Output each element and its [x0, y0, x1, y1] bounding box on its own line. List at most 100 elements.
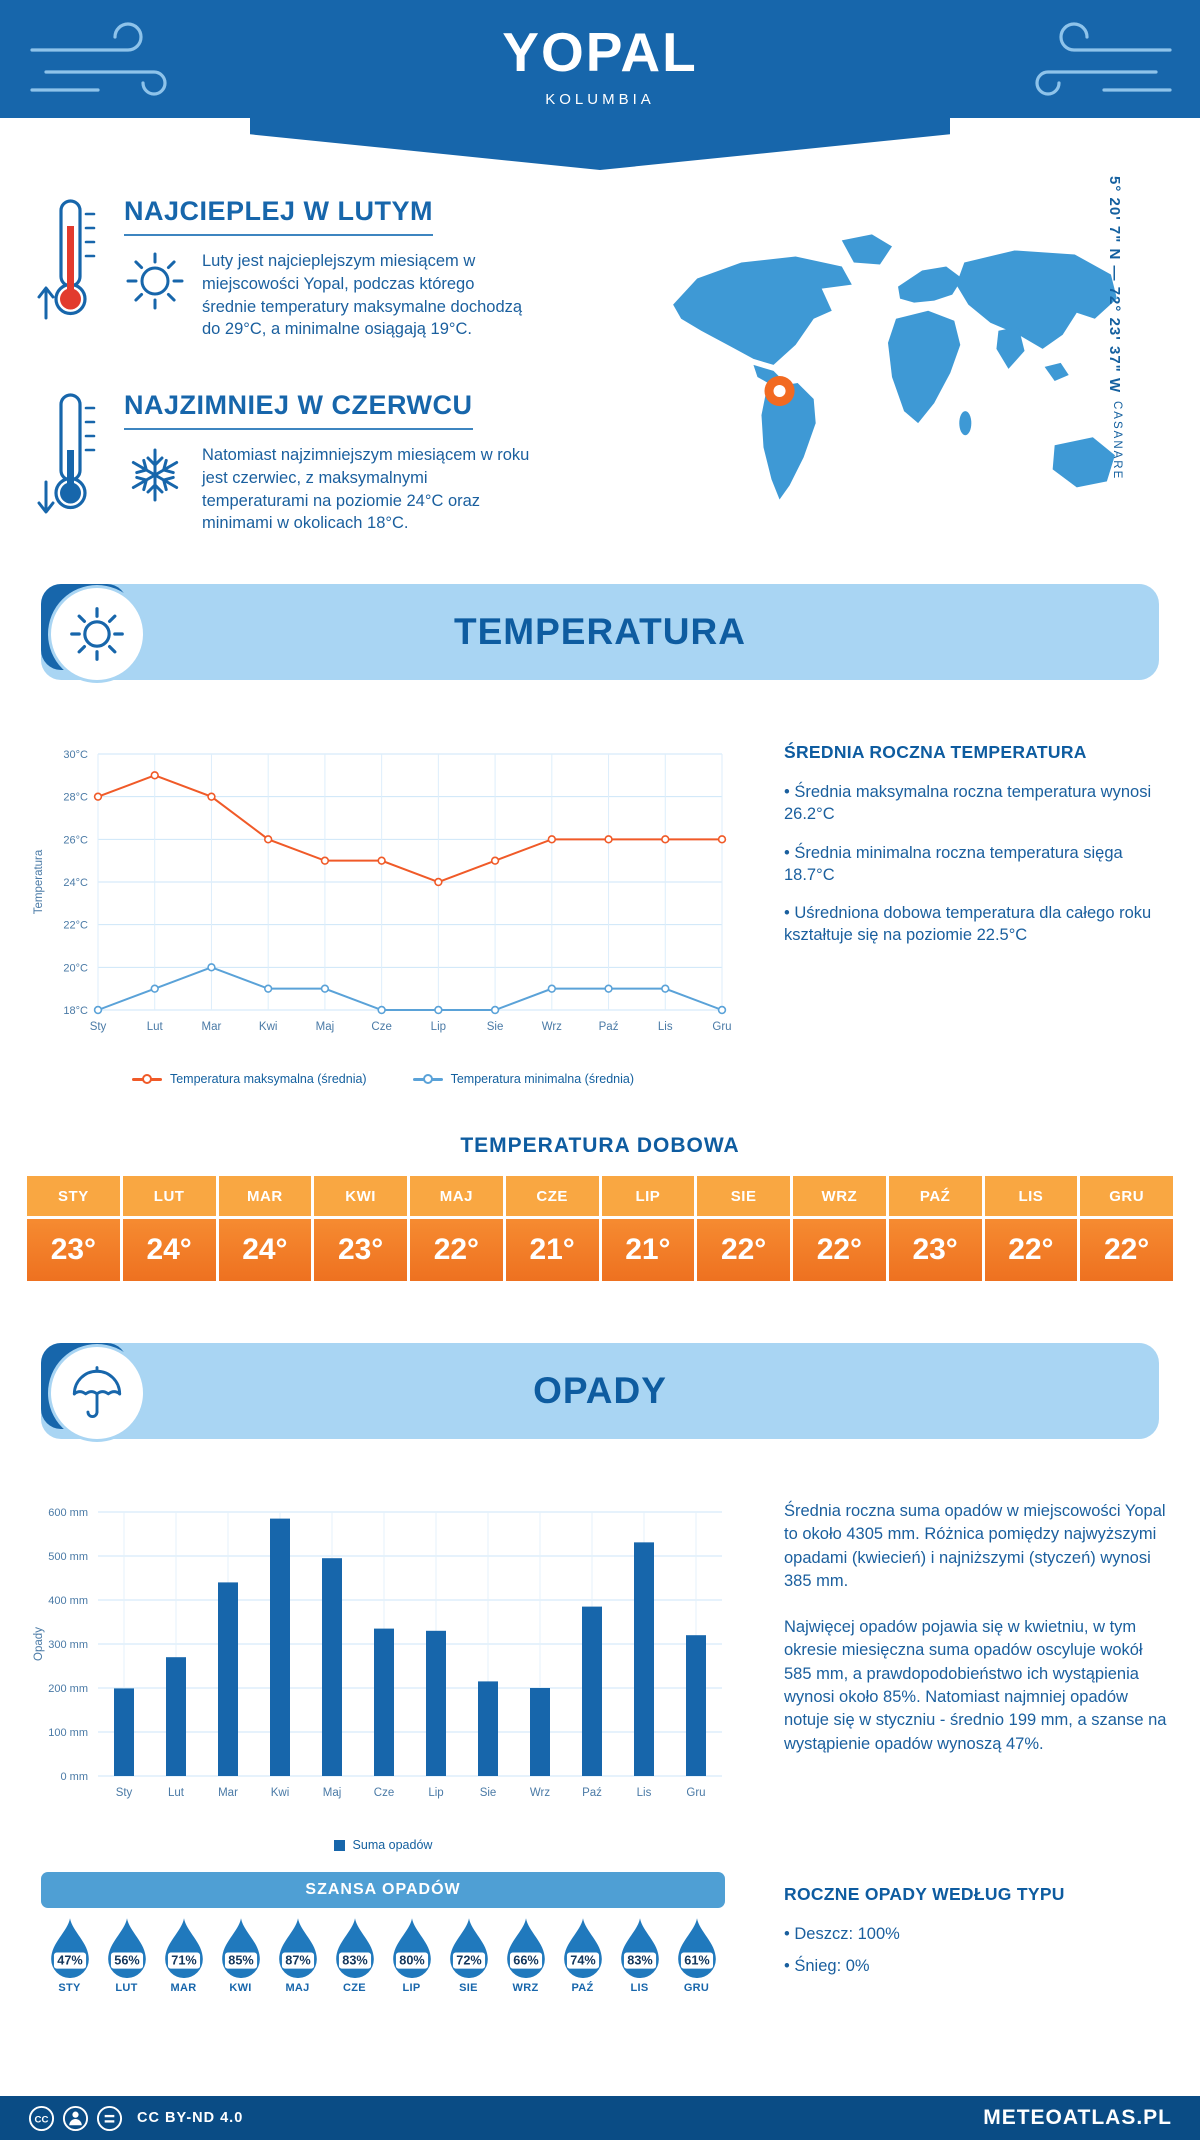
rain-chance-item: 83% LIS	[611, 1916, 668, 1994]
precipitation-type-snow: Śnieg: 0%	[784, 1955, 1168, 1977]
svg-text:200 mm: 200 mm	[48, 1683, 88, 1695]
precipitation-section-band: OPADY	[41, 1343, 1159, 1439]
svg-text:20°C: 20°C	[63, 962, 88, 974]
temperature-line-chart: 18°C 20°C 22°C 24°C 26°C 28°C 30°C Sty Lut Mar Kwi…	[33, 749, 732, 1033]
svg-text:Paź: Paź	[599, 1021, 619, 1033]
sun-icon	[126, 252, 184, 310]
daily-value-cell: 23°	[27, 1219, 120, 1281]
svg-text:CC: CC	[35, 2114, 49, 2125]
daily-month-cell: LUT	[122, 1176, 216, 1216]
precipitation-icon-circle	[51, 1347, 143, 1439]
svg-text:400 mm: 400 mm	[48, 1595, 88, 1607]
svg-text:61%: 61%	[684, 1953, 709, 1968]
rain-chance-month: LUT	[115, 1982, 138, 1994]
svg-text:100 mm: 100 mm	[48, 1727, 88, 1739]
raindrop-icon: 47%	[50, 1918, 89, 1978]
svg-text:Sie: Sie	[480, 1787, 497, 1799]
svg-text:28°C: 28°C	[63, 792, 88, 804]
svg-text:Kwi: Kwi	[271, 1787, 290, 1799]
daily-value-cell: 22°	[793, 1219, 886, 1281]
coldest-text: Natomiast najzimniejszym miesiącem w rok…	[202, 446, 530, 533]
raindrop-icon: 87%	[278, 1918, 317, 1978]
svg-text:Opady: Opady	[33, 1627, 45, 1661]
daily-month-cell: LIS	[984, 1176, 1078, 1216]
svg-text:22°C: 22°C	[63, 920, 88, 932]
svg-text:24°C: 24°C	[63, 877, 88, 889]
wind-icon	[30, 22, 167, 96]
page-title: YOPAL	[502, 21, 698, 83]
rain-chance-month: SIE	[459, 1982, 478, 1994]
cc-icon: CC	[28, 2105, 55, 2131]
daily-value-cell: 22°	[1080, 1219, 1173, 1281]
svg-text:Lut: Lut	[168, 1787, 185, 1799]
annual-temp-bullet: Średnia minimalna roczna temperatura się…	[784, 842, 1168, 887]
svg-text:Gru: Gru	[686, 1787, 705, 1799]
coldest-title: NAJZIMNIEJ W CZERWCU	[124, 390, 473, 430]
daily-value-cell: 21°	[601, 1219, 695, 1281]
daily-month-cell: MAJ	[410, 1176, 503, 1216]
temperature-section-title: TEMPERATURA	[454, 611, 746, 652]
raindrop-icon: 85%	[221, 1918, 260, 1978]
rain-chance-month: PAŹ	[571, 1982, 594, 1994]
precipitation-text-panel: Średnia roczna suma opadów w miejscowośc…	[784, 1500, 1168, 1778]
header-banner: YOPAL KOLUMBIA	[250, 0, 950, 170]
daily-month-cell: PAŹ	[888, 1176, 982, 1216]
rain-chance-item: 72% SIE	[440, 1916, 497, 1994]
precipitation-bar-chart: 0 mm 100 mm 200 mm 300 mm 400 mm 500 mm 600 mm…	[33, 1507, 722, 1799]
legend-label-sum: Suma opadów	[352, 1838, 433, 1852]
page-subtitle: KOLUMBIA	[545, 90, 655, 108]
rain-chance-item: 87% MAJ	[269, 1916, 326, 1994]
rain-chance-header: SZANSA OPADÓW	[41, 1872, 725, 1908]
svg-text:30°C: 30°C	[63, 749, 88, 761]
svg-text:Sty: Sty	[116, 1787, 133, 1799]
rain-chance-item: 80% LIP	[383, 1916, 440, 1994]
daily-value-cell: 23°	[888, 1219, 982, 1281]
warmest-title: NAJCIEPLEJ W LUTYM	[124, 196, 434, 236]
svg-text:Lis: Lis	[658, 1021, 673, 1033]
daily-month-cell: KWI	[314, 1176, 407, 1216]
svg-text:500 mm: 500 mm	[48, 1551, 88, 1563]
rain-chance-month: CZE	[343, 1982, 366, 1994]
coordinates-text: 5° 20' 7" N — 72° 23' 37" W	[1106, 176, 1123, 394]
license-label[interactable]: CC BY-ND 4.0	[137, 2110, 244, 2126]
legend-label-min: Temperatura minimalna (średnia)	[450, 1072, 634, 1086]
svg-text:26°C: 26°C	[63, 834, 88, 846]
region-text: CASANARE	[1111, 401, 1123, 481]
rain-chance-month: STY	[58, 1982, 81, 1994]
raindrop-icon: 83%	[620, 1918, 659, 1978]
attribution-person-icon	[62, 2105, 89, 2131]
rain-chance-month: MAJ	[285, 1982, 310, 1994]
svg-text:Paź: Paź	[582, 1787, 602, 1799]
svg-text:Wrz: Wrz	[542, 1021, 562, 1033]
daily-temperature-table: STY LUT MAR KWI MAJ CZE LIP SIE WRZ PAŹ LIS GRU 23° 2…	[27, 1176, 1173, 1281]
daily-value-cell: 22°	[697, 1219, 790, 1281]
thermometer-warm-icon	[37, 199, 96, 320]
raindrop-icon: 74%	[563, 1918, 602, 1978]
bar-swatch	[333, 1839, 345, 1851]
raindrop-icon: 56%	[107, 1918, 146, 1978]
svg-text:18°C: 18°C	[63, 1005, 88, 1017]
rain-chance-month: LIS	[630, 1982, 649, 1994]
daily-month-cell: MAR	[218, 1176, 312, 1216]
precipitation-chart-legend: Suma opadów	[28, 1838, 738, 1852]
daily-month-cell: LIP	[601, 1176, 695, 1216]
site-logo[interactable]: METEOATLAS.PL	[983, 2106, 1172, 2129]
sun-icon	[70, 607, 124, 661]
temperature-chart-legend: Temperatura maksymalna (średnia) Tempera…	[28, 1072, 738, 1086]
svg-text:87%: 87%	[285, 1953, 310, 1968]
svg-text:71%: 71%	[171, 1953, 196, 1968]
cc-license-icons[interactable]: CC	[28, 2105, 123, 2132]
svg-text:72%: 72%	[456, 1953, 481, 1968]
svg-text:85%: 85%	[228, 1953, 253, 1968]
daily-value-cell: 22°	[410, 1219, 503, 1281]
min-line-swatch	[412, 1077, 443, 1081]
precipitation-section-title: OPADY	[533, 1370, 667, 1411]
legend-item-max: Temperatura maksymalna (średnia)	[131, 1072, 367, 1086]
footer-bar: CC CC BY-ND 4.0 METEOATLAS.PL	[0, 2096, 1200, 2140]
svg-text:Sie: Sie	[487, 1021, 504, 1033]
svg-text:Maj: Maj	[323, 1787, 342, 1799]
svg-text:Wrz: Wrz	[530, 1787, 550, 1799]
svg-text:66%: 66%	[513, 1953, 538, 1968]
legend-item-sum: Suma opadów	[333, 1838, 433, 1852]
rain-chance-month: GRU	[683, 1982, 710, 1994]
